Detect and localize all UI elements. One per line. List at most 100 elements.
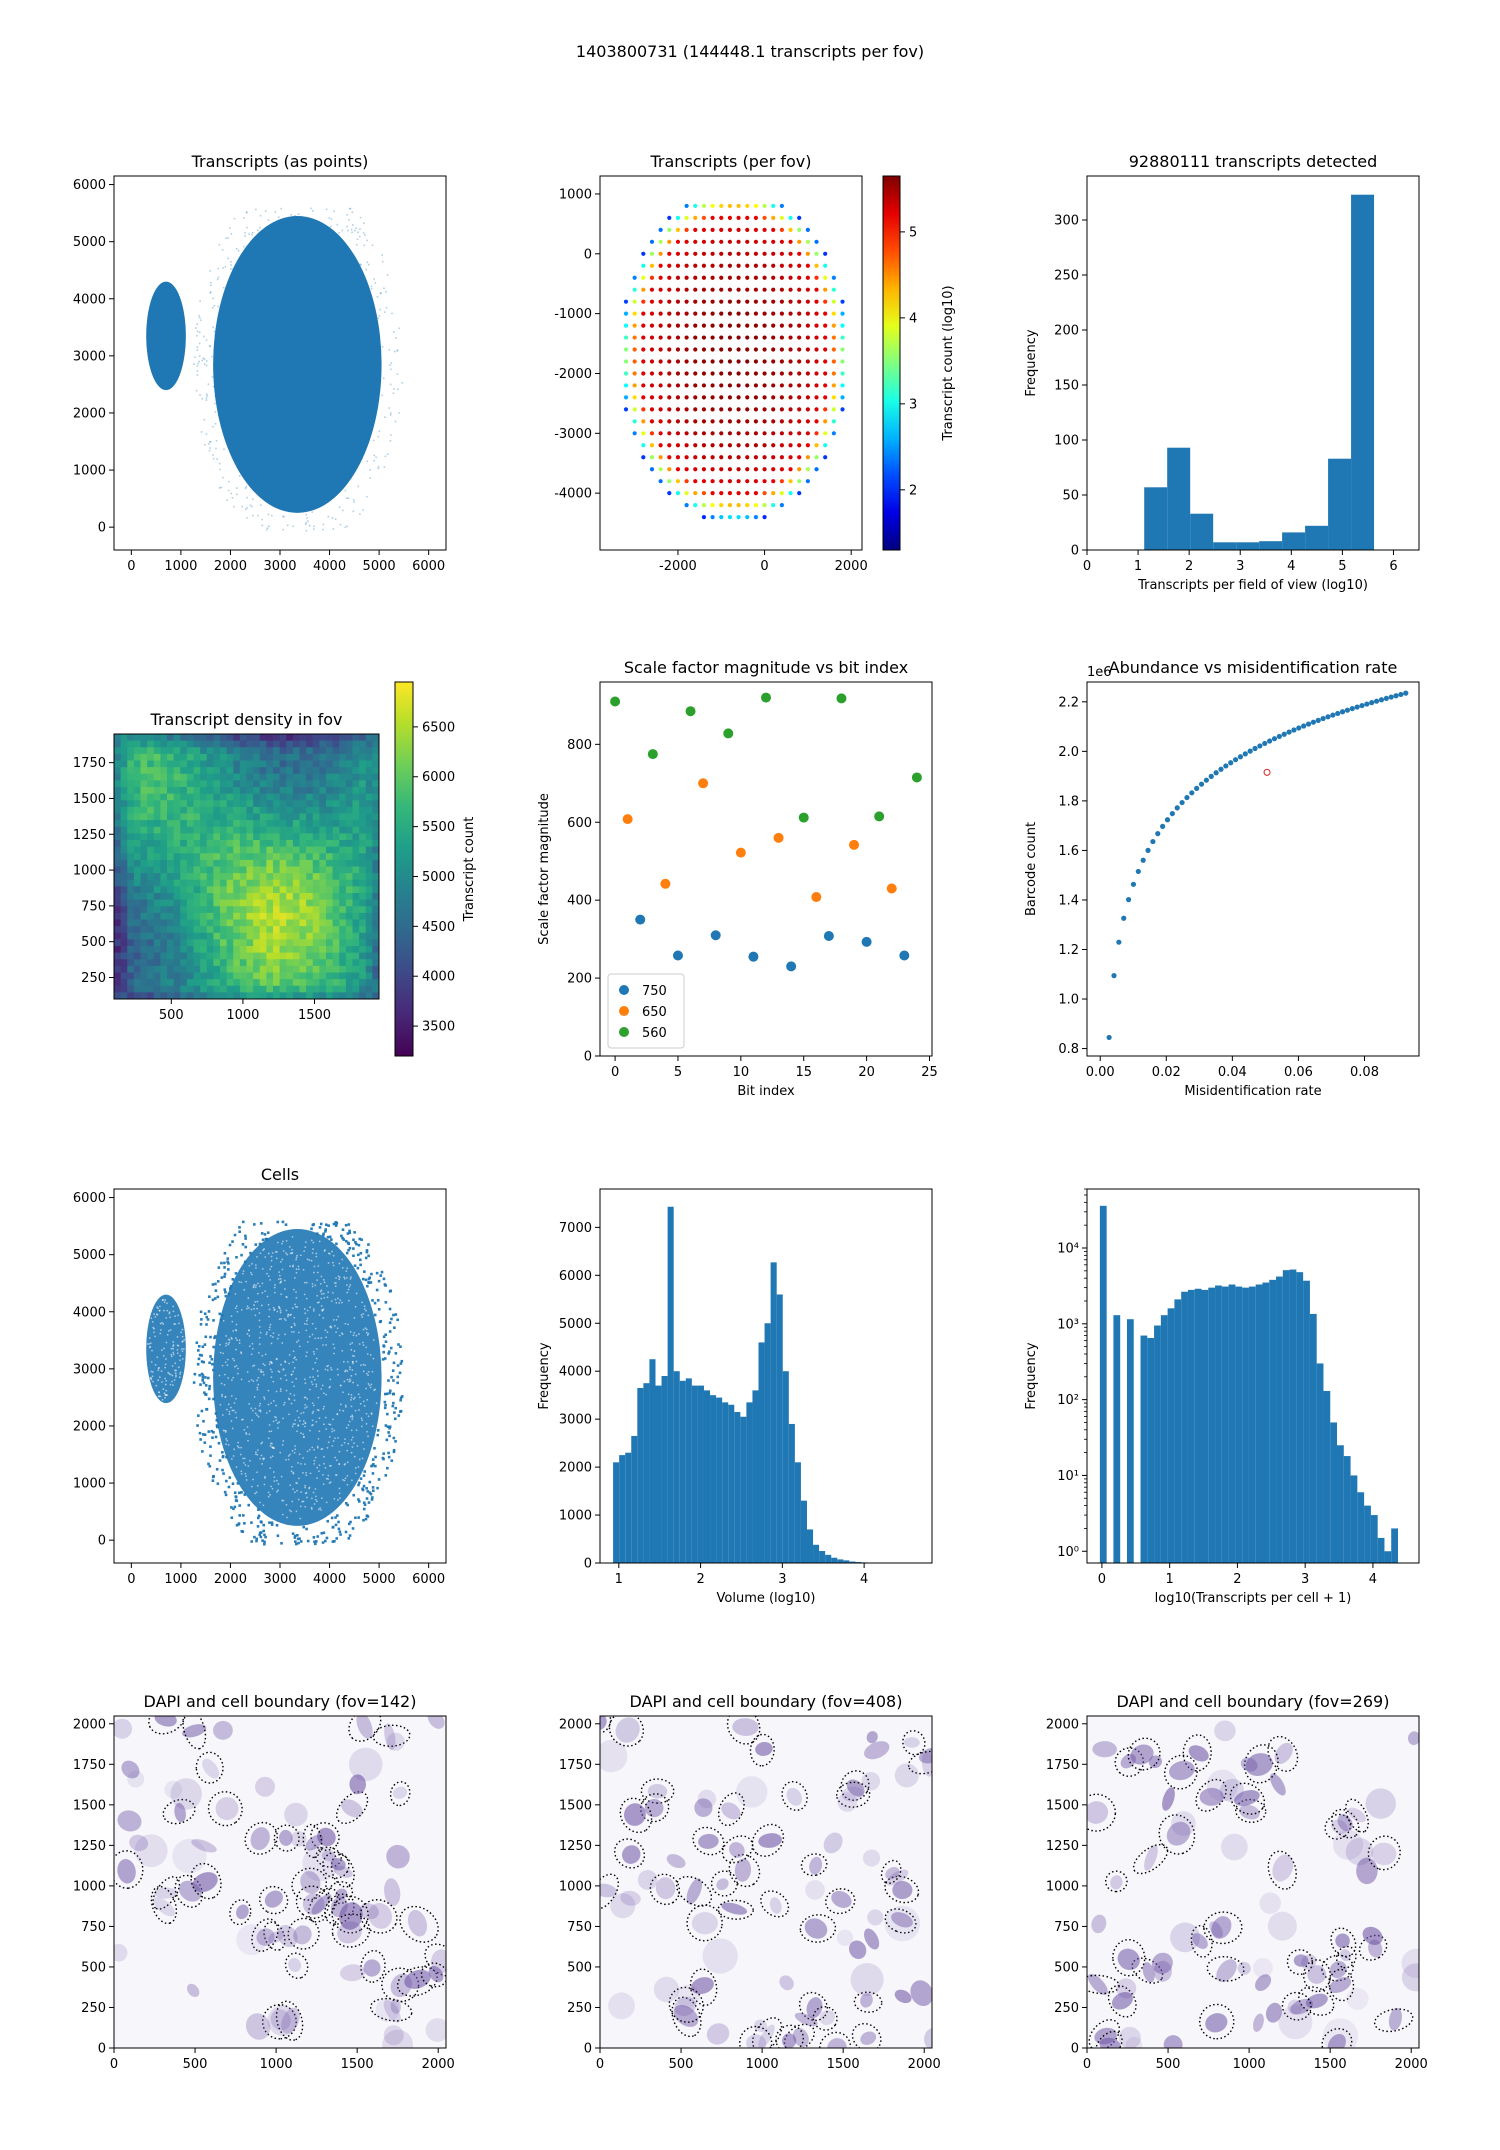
density-cell (279, 820, 287, 828)
density-cell (160, 747, 168, 755)
fov-point (632, 371, 637, 376)
colorbar-tick-label: 4 (909, 311, 917, 326)
cell-gap (285, 1295, 288, 1298)
cell-gap (367, 1370, 370, 1373)
cell-gap (365, 1331, 368, 1334)
fov-point (649, 335, 655, 340)
speckle (345, 497, 348, 500)
cell-gap (365, 1422, 368, 1425)
cell-gap (291, 1248, 293, 1251)
cell-gap (277, 1489, 279, 1492)
fov-point (727, 299, 733, 304)
density-cell (167, 879, 175, 887)
fov-point (762, 455, 767, 460)
histogram-bar (1343, 1456, 1351, 1563)
density-cell (180, 972, 188, 980)
speckle (357, 1481, 361, 1485)
density-cell (326, 899, 334, 907)
density-cell (114, 787, 122, 795)
density-cell (266, 840, 274, 848)
density-cell (173, 734, 181, 742)
density-cell (220, 760, 228, 768)
speckle (214, 395, 217, 398)
speckle (199, 1438, 202, 1441)
density-cell (273, 886, 281, 894)
density-cell (319, 806, 327, 814)
density-cell (266, 826, 274, 834)
speckle (283, 515, 285, 518)
cell-gap (153, 1331, 155, 1334)
density-cell (173, 780, 181, 788)
speckle (331, 517, 334, 519)
speckle (373, 1313, 377, 1317)
density-cell (180, 740, 188, 748)
fov-point (649, 287, 655, 292)
density-cell (286, 919, 294, 927)
density-cell (160, 760, 168, 768)
fov-point (814, 287, 819, 292)
cell-gap (260, 1454, 263, 1457)
density-cell (180, 753, 188, 761)
cell-gap (350, 1451, 353, 1454)
nucleus (716, 1878, 729, 1891)
speckle (286, 524, 289, 527)
density-cell (220, 959, 228, 967)
x-tick-label: 0 (127, 559, 135, 574)
density-cell (233, 806, 241, 814)
cell-gap (235, 1348, 237, 1351)
nucleus-blur (170, 1778, 202, 1810)
x-tick-label: 0 (1083, 559, 1091, 574)
cell-gap (291, 1381, 294, 1383)
fov-point (710, 227, 715, 232)
density-cell (352, 806, 360, 814)
density-cell (167, 899, 175, 907)
density-cell (372, 753, 379, 761)
density-cell (365, 833, 373, 841)
speckle (371, 1486, 375, 1489)
speckle (342, 1238, 345, 1241)
fov-point (831, 371, 836, 376)
y-tick-label: 7000 (559, 1221, 592, 1236)
density-cell (200, 734, 208, 742)
fov-point (710, 299, 715, 304)
density-cell (312, 806, 320, 814)
cell-gap (311, 1419, 314, 1422)
speckle (237, 249, 240, 252)
nucleus (892, 1881, 913, 1900)
cell-gap (316, 1466, 319, 1469)
cell-gap (335, 1282, 337, 1284)
speckle (369, 469, 371, 471)
density-cell (120, 959, 128, 967)
cell-gap (338, 1492, 341, 1495)
cell-gap (270, 1259, 273, 1262)
cell-gap (365, 1309, 367, 1312)
density-cell (365, 734, 373, 742)
density-cell (167, 992, 175, 999)
density-cell (173, 886, 181, 894)
speckle (211, 1362, 214, 1366)
speckle (389, 364, 391, 367)
density-cell (339, 965, 347, 973)
density-cell (299, 734, 307, 742)
axes-frame (1086, 1188, 1420, 1564)
fov-point (701, 275, 707, 280)
fov-point (675, 275, 681, 280)
cell-gap (281, 1258, 284, 1261)
speckle (297, 1541, 300, 1545)
density-cell (352, 879, 360, 887)
density-cell (345, 979, 353, 987)
density-cell (114, 800, 122, 808)
density-cell (339, 806, 347, 814)
speckle (290, 214, 292, 216)
fov-point (779, 359, 784, 364)
cell-gap (360, 1364, 362, 1367)
density-cell (339, 939, 347, 947)
density-cell (312, 734, 320, 742)
fov-point (623, 383, 629, 388)
abundance-point (1276, 733, 1282, 740)
speckle (209, 270, 211, 272)
density-cell (226, 919, 234, 927)
speckle (320, 1531, 324, 1535)
speckle (387, 1379, 390, 1382)
speckle (203, 1391, 206, 1395)
